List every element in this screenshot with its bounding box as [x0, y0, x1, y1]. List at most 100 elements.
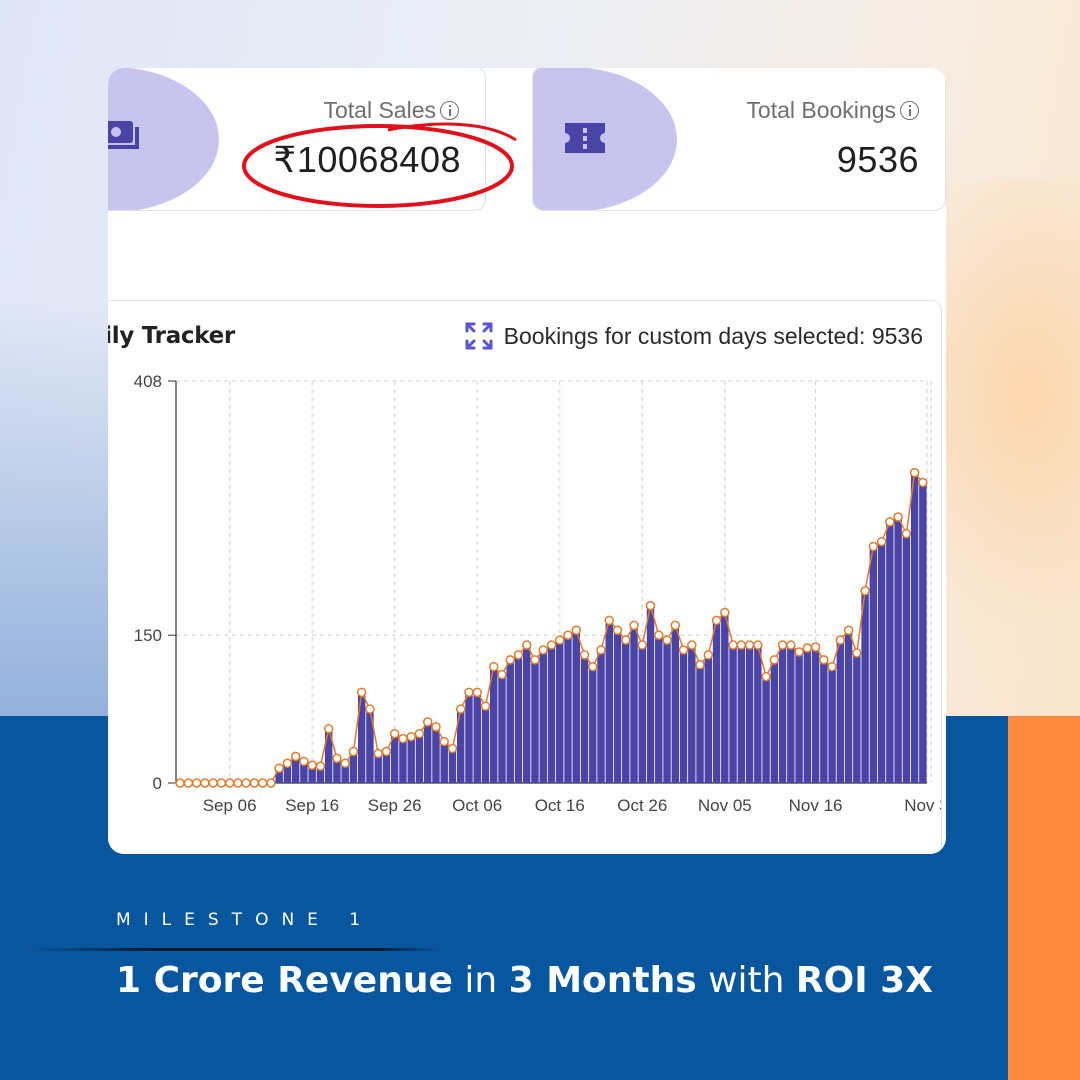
data-point: [505, 655, 515, 665]
bar: [564, 635, 572, 783]
data-point: [687, 640, 697, 650]
data-point: [373, 748, 383, 759]
data-point: [901, 528, 912, 539]
tracker-title: aily Tracker: [108, 323, 235, 349]
total-sales-card[interactable]: Total Sales ₹10068408: [108, 68, 486, 211]
bar: [787, 645, 795, 783]
bar: [357, 692, 366, 783]
headline-in: in: [452, 960, 509, 1001]
data-point: [381, 746, 392, 757]
total-bookings-card[interactable]: Total Bookings 9536: [532, 68, 946, 211]
data-point: [356, 687, 367, 698]
data-point: [480, 701, 491, 711]
data-point: [439, 736, 449, 747]
bar: [688, 645, 696, 783]
data-point: [546, 640, 557, 650]
bar: [828, 666, 836, 783]
data-point: [563, 630, 573, 640]
info-icon[interactable]: [900, 101, 919, 120]
data-point: [274, 763, 284, 773]
data-point: [200, 778, 210, 788]
data-point: [621, 635, 631, 645]
data-point: [555, 635, 565, 645]
data-point: [612, 625, 623, 636]
data-point: [521, 640, 532, 650]
data-point: [290, 751, 301, 762]
data-point: [588, 661, 598, 672]
data-point: [579, 650, 590, 660]
bar: [704, 654, 713, 783]
bar: [712, 620, 721, 783]
money-icon: [108, 121, 139, 149]
bar: [655, 635, 663, 783]
x-tick-label: Oct 26: [617, 796, 667, 815]
bar: [580, 654, 589, 783]
data-point: [406, 731, 416, 742]
bar: [349, 751, 358, 783]
bar: [382, 751, 391, 783]
data-point: [323, 724, 334, 734]
expand-icon[interactable]: [464, 321, 494, 351]
bar: [778, 645, 787, 783]
info-icon[interactable]: [440, 101, 459, 120]
data-point: [249, 778, 260, 788]
x-tick-label: Oct 06: [452, 796, 502, 815]
bar: [531, 659, 539, 783]
y-tick-label: 150: [134, 626, 162, 645]
bar: [415, 733, 424, 783]
data-point: [191, 778, 202, 788]
bar: [572, 630, 580, 783]
data-point: [604, 615, 615, 626]
bar: [754, 645, 762, 783]
bar: [919, 482, 927, 783]
data-point: [472, 687, 482, 698]
data-point: [431, 722, 441, 732]
bar: [456, 709, 465, 783]
data-point: [810, 642, 821, 652]
bar: [597, 649, 605, 783]
total-bookings-value: 9536: [836, 139, 919, 180]
bar: [745, 645, 754, 783]
bar: [638, 645, 647, 783]
data-point: [497, 669, 507, 680]
data-point: [893, 512, 903, 522]
custom-days-summary[interactable]: Bookings for custom days selected: 9536: [464, 321, 923, 351]
bar: [324, 728, 333, 783]
milestone-label: MILESTONE 1: [116, 910, 374, 930]
data-point: [728, 640, 738, 650]
bar: [539, 649, 547, 783]
accent-strip: [1008, 716, 1080, 1080]
data-point: [241, 778, 251, 788]
headline-with: with: [696, 960, 796, 1001]
data-point: [571, 625, 582, 636]
data-point: [868, 541, 879, 552]
data-point: [786, 640, 796, 650]
data-point: [332, 753, 342, 764]
data-point: [695, 660, 705, 670]
daily-tracker-panel: aily Tracker Bookings for custom days se…: [108, 300, 942, 854]
data-point: [885, 517, 895, 527]
bar: [910, 472, 919, 783]
data-point: [637, 640, 648, 650]
data-point: [794, 647, 804, 657]
bar: [506, 659, 514, 783]
data-point: [835, 635, 846, 645]
headline-roi: ROI 3X: [795, 960, 933, 1001]
bar: [646, 605, 655, 783]
bar: [390, 733, 399, 783]
total-sales-value: ₹10068408: [273, 139, 461, 180]
data-point: [876, 536, 887, 547]
custom-days-text: Bookings for custom days selected: 9536: [503, 322, 923, 349]
bar: [448, 748, 457, 783]
bar: [283, 763, 292, 783]
bar: [795, 651, 803, 783]
data-point: [513, 650, 524, 660]
bar: [696, 664, 704, 783]
bar: [291, 756, 300, 783]
data-point: [538, 645, 548, 655]
bar: [737, 645, 746, 783]
bar: [622, 640, 630, 783]
data-point: [777, 640, 788, 650]
bar: [902, 533, 911, 783]
bar: [613, 630, 622, 783]
